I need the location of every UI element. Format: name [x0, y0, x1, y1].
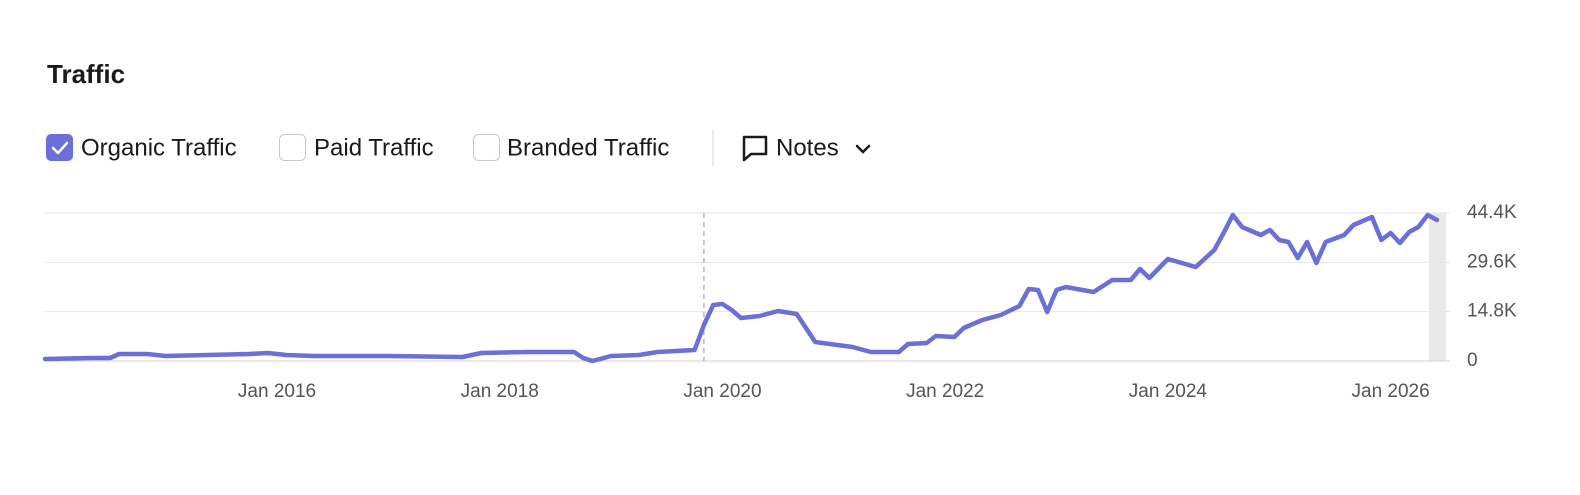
- y-tick-label: 0: [1467, 350, 1478, 371]
- current-period-shade: [1429, 213, 1446, 361]
- x-tick-label: Jan 2024: [1129, 381, 1208, 402]
- y-tick-label: 29.6K: [1467, 251, 1517, 272]
- organic-toggle[interactable]: Organic Traffic: [46, 134, 237, 161]
- x-tick-label: Jan 2026: [1352, 381, 1430, 402]
- checkbox[interactable]: [279, 134, 306, 161]
- checkbox-checked[interactable]: [46, 134, 73, 161]
- notes-label[interactable]: Notes: [776, 134, 839, 161]
- y-tick-label: 44.4K: [1467, 202, 1517, 223]
- x-tick-label: Jan 2022: [906, 381, 984, 402]
- toggle-label[interactable]: Branded Traffic: [507, 134, 669, 161]
- chevron: [855, 144, 871, 154]
- x-tick-label: Jan 2020: [683, 381, 761, 402]
- x-tick-label: Jan 2016: [238, 381, 316, 402]
- toggle-label[interactable]: Organic Traffic: [81, 134, 237, 161]
- x-tick-label: Jan 2018: [461, 381, 539, 402]
- checkbox[interactable]: [473, 134, 500, 161]
- paid-toggle[interactable]: Paid Traffic: [279, 134, 434, 161]
- notes-button[interactable]: Notes: [742, 134, 871, 162]
- traffic-line: [42, 212, 1440, 364]
- notes-icon: [742, 135, 768, 162]
- y-tick-label: 14.8K: [1467, 301, 1517, 322]
- toggle-label[interactable]: Paid Traffic: [314, 134, 434, 161]
- check-icon: [51, 141, 69, 155]
- branded-toggle[interactable]: Branded Traffic: [473, 134, 670, 161]
- widget-title: Traffic: [47, 59, 125, 89]
